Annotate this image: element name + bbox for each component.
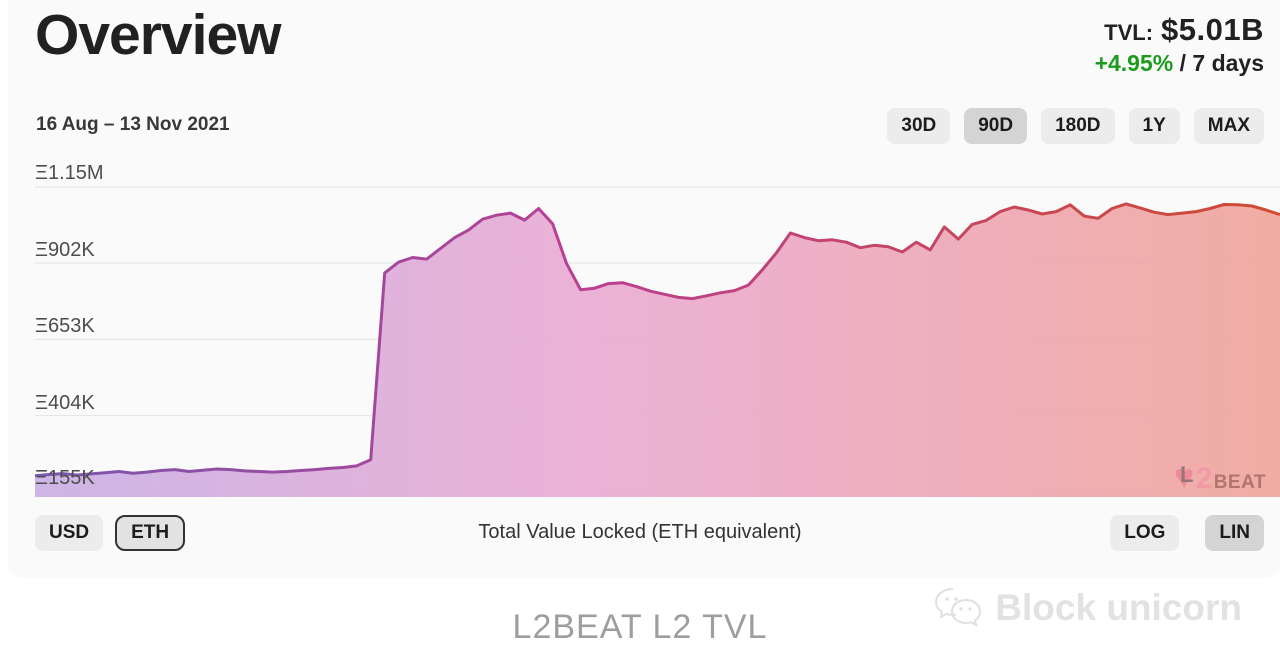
- heart-icon: ♥: [1174, 458, 1195, 496]
- range-button-180d[interactable]: 180D: [1041, 108, 1115, 144]
- y-axis-tick-5: Ξ155K: [35, 467, 95, 489]
- y-axis-tick-2: Ξ902K: [35, 239, 95, 261]
- l2beat-letter-l: L: [1180, 462, 1194, 487]
- y-axis-tick-3: Ξ653K: [35, 315, 95, 337]
- chart-area-fill: [35, 203, 1280, 497]
- tvl-label: TVL:: [1104, 20, 1154, 45]
- y-axis-tick-4: Ξ404K: [35, 392, 95, 414]
- usd-button[interactable]: USD: [35, 515, 104, 551]
- block-unicorn-text: Block unicorn: [995, 587, 1242, 628]
- time-range-selector: 30D 90D 180D 1Y MAX: [887, 108, 1264, 144]
- l2beat-digit-2: 2: [1196, 462, 1213, 495]
- page-title: Overview: [35, 3, 281, 67]
- chart-caption: Total Value Locked (ETH equivalent): [478, 521, 802, 543]
- l2beat-text-beat: BEAT: [1213, 472, 1266, 493]
- date-range-label: 16 Aug – 13 Nov 2021: [36, 114, 230, 135]
- tvl-summary: TVL: $5.01B +4.95% / 7 days: [1095, 12, 1264, 77]
- range-button-90d[interactable]: 90D: [964, 108, 1028, 144]
- tvl-change-percent: +4.95%: [1094, 50, 1174, 76]
- chart-line: [35, 202, 1280, 478]
- l2beat-watermark: ♥ L 2 BEAT: [1174, 460, 1266, 496]
- tvl-change-period: / 7 days: [1173, 50, 1264, 76]
- tvl-chart[interactable]: Ξ1.15M Ξ902K Ξ653K Ξ404K Ξ155K ♥ L 2 BEA…: [35, 160, 1280, 500]
- range-button-1y[interactable]: 1Y: [1128, 108, 1180, 144]
- currency-toggle: USD ETH: [35, 515, 186, 551]
- y-axis-tick-1: Ξ1.15M: [35, 162, 104, 184]
- chat-bubbles-icon: [935, 588, 982, 628]
- range-button-30d[interactable]: 30D: [887, 108, 951, 144]
- range-button-max[interactable]: MAX: [1193, 108, 1264, 144]
- log-button[interactable]: LOG: [1110, 515, 1180, 551]
- tvl-value: $5.01B: [1161, 12, 1264, 47]
- scale-toggle: LOG LIN: [1110, 515, 1264, 551]
- block-unicorn-watermark: Block unicorn: [933, 586, 1242, 630]
- tvl-area-chart: [35, 186, 1280, 497]
- lin-button[interactable]: LIN: [1205, 515, 1264, 551]
- eth-button[interactable]: ETH: [115, 515, 186, 551]
